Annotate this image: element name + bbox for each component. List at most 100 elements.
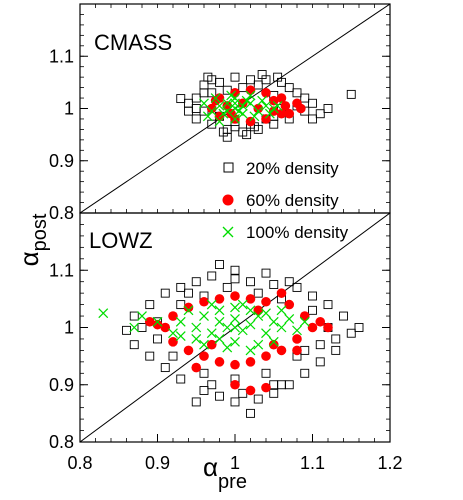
lowz-point-100pct <box>199 339 209 350</box>
lowz-point-100pct <box>137 311 147 321</box>
lowz-point-20pct <box>191 277 201 287</box>
lowz-points <box>98 260 364 418</box>
cmass-point-100pct <box>206 106 217 117</box>
cmass-point-20pct <box>253 80 263 90</box>
y-axis-label-symbol: α <box>14 251 44 266</box>
lowz-panel: LOWZ <box>79 212 391 443</box>
lowz-point-100pct <box>214 305 225 316</box>
cmass-point-20pct <box>222 85 232 95</box>
y-tick-label: 1.1 <box>49 46 74 66</box>
lowz-point-20pct <box>129 340 139 350</box>
cmass-point-60pct <box>280 101 291 111</box>
cmass-point-20pct <box>215 77 224 87</box>
lowz-point-100pct <box>199 311 209 321</box>
x-tick-label: 0.8 <box>67 453 92 473</box>
lowz-point-60pct <box>276 288 287 298</box>
y-tick-label: 0.9 <box>49 375 74 395</box>
lowz-point-60pct <box>276 345 287 356</box>
cmass-point-100pct <box>202 111 213 122</box>
lowz-point-100pct <box>245 305 256 316</box>
lowz-point-60pct <box>214 294 225 304</box>
cmass-point-100pct <box>210 93 221 103</box>
lowz-point-100pct <box>206 299 217 310</box>
lowz-point-100pct <box>253 339 264 350</box>
lowz-point-20pct <box>145 351 155 361</box>
lowz-point-60pct <box>191 362 202 373</box>
lowz-point-20pct <box>199 368 209 378</box>
lowz-point-100pct <box>230 302 240 313</box>
lowz-point-60pct <box>199 296 209 307</box>
cmass-point-20pct <box>191 104 201 113</box>
cmass-point-100pct <box>253 106 264 117</box>
cmass-point-20pct <box>292 88 302 98</box>
cmass-point-20pct <box>246 75 255 85</box>
cmass-point-100pct <box>272 100 283 111</box>
lowz-point-100pct <box>299 316 310 327</box>
legend-square-marker <box>223 162 234 173</box>
lowz-point-60pct <box>183 302 194 313</box>
lowz-point-20pct <box>284 380 294 390</box>
lowz-point-20pct <box>230 265 240 275</box>
cmass-point-20pct <box>242 130 252 140</box>
cmass-point-20pct <box>315 109 325 119</box>
lowz-point-100pct <box>214 334 225 344</box>
legend-item-20pct: 20% density <box>223 159 339 178</box>
cmass-point-20pct <box>199 106 209 116</box>
lowz-point-20pct <box>300 368 310 378</box>
lowz-point-20pct <box>129 311 139 321</box>
cmass-point-20pct <box>273 72 283 82</box>
lowz-point-60pct <box>230 291 240 301</box>
cmass-point-100pct <box>257 95 268 106</box>
lowz-point-20pct <box>176 300 186 310</box>
lowz-point-100pct <box>183 305 194 316</box>
lowz-point-60pct <box>230 379 240 390</box>
cmass-point-20pct <box>346 89 356 99</box>
cmass-point-100pct <box>241 95 252 106</box>
lowz-point-20pct <box>292 282 302 292</box>
lowz-point-20pct <box>261 268 271 278</box>
lowz-point-100pct <box>237 325 248 336</box>
axis-ticks: 0.8 0.9 1 1.1 1.2 0.8 0.9 1 1.1 0.8 0.9 1 1.1 <box>49 4 403 473</box>
cmass-point-20pct <box>284 83 294 93</box>
lowz-point-20pct <box>253 288 263 298</box>
cmass-point-20pct <box>238 83 248 93</box>
cmass-point-20pct <box>308 114 317 124</box>
cmass-point-60pct <box>206 103 217 114</box>
lowz-point-100pct <box>206 328 217 339</box>
lowz-point-20pct <box>331 334 341 344</box>
lowz-point-20pct <box>176 282 186 292</box>
cmass-point-20pct <box>176 94 186 104</box>
legend-label-60pct: 60% density <box>246 191 339 210</box>
x-axis-label: αpre <box>203 452 247 493</box>
lowz-point-20pct <box>354 323 364 332</box>
cmass-point-20pct <box>308 98 317 108</box>
cmass-point-20pct <box>184 106 193 116</box>
cmass-panel: CMASS <box>79 3 391 214</box>
cmass-point-100pct <box>222 106 233 117</box>
legend-label-100pct: 100% density <box>246 223 349 242</box>
lowz-point-20pct <box>184 288 193 298</box>
lowz-point-20pct <box>308 305 317 315</box>
lowz-point-100pct <box>175 331 186 342</box>
lowz-point-60pct <box>199 351 209 361</box>
lowz-point-20pct <box>269 280 279 290</box>
lowz-point-60pct <box>245 294 256 304</box>
lowz-point-20pct <box>137 323 147 332</box>
lowz-point-60pct <box>183 345 194 356</box>
lowz-point-20pct <box>284 277 294 287</box>
lowz-point-100pct <box>230 336 240 347</box>
lowz-point-60pct <box>307 322 318 333</box>
cmass-point-100pct <box>245 90 256 101</box>
cmass-point-60pct <box>261 88 271 98</box>
lowz-point-100pct <box>175 316 186 327</box>
cmass-point-60pct <box>245 85 256 96</box>
x-tick-label: 0.9 <box>145 453 170 473</box>
cmass-point-100pct <box>233 106 244 117</box>
cmass-point-60pct <box>210 95 221 106</box>
y-tick-label: 1 <box>64 318 74 338</box>
lowz-point-20pct <box>308 291 317 301</box>
lowz-point-20pct <box>269 380 279 390</box>
lowz-point-60pct <box>152 319 163 330</box>
lowz-point-100pct <box>245 345 256 356</box>
